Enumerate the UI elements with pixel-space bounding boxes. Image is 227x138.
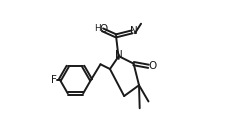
Text: F: F — [51, 75, 57, 85]
Text: O: O — [99, 24, 108, 34]
Text: N: N — [114, 51, 122, 60]
Text: H: H — [94, 24, 101, 33]
Text: O: O — [148, 61, 156, 71]
Text: N: N — [129, 26, 137, 36]
